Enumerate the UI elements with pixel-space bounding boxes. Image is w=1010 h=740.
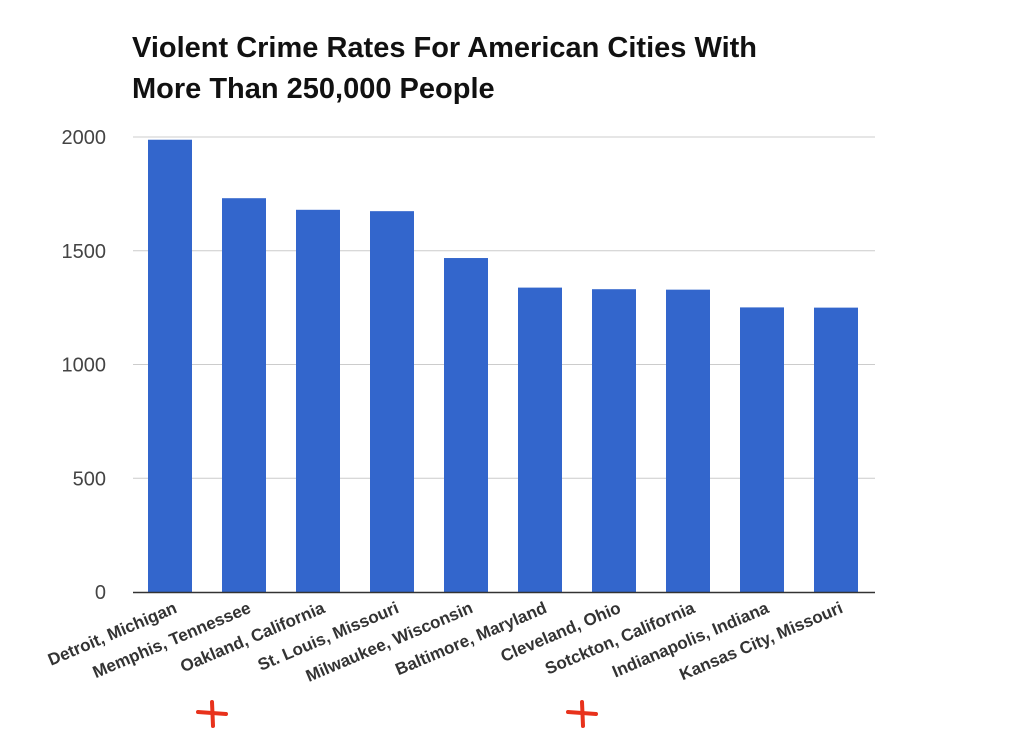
red-cross-marker bbox=[196, 700, 228, 728]
bar bbox=[740, 307, 784, 592]
y-tick-label: 2000 bbox=[62, 127, 107, 149]
y-axis-ticks: 0 500 1000 1500 2000 bbox=[62, 127, 107, 604]
chart-title: Violent Crime Rates For American Cities … bbox=[132, 28, 892, 110]
chart-title-line-1: Violent Crime Rates For American Cities … bbox=[132, 32, 758, 64]
bar bbox=[444, 258, 488, 592]
y-tick-label: 1500 bbox=[62, 241, 107, 263]
bars bbox=[148, 139, 858, 593]
bar bbox=[592, 289, 636, 592]
y-tick-label: 500 bbox=[73, 468, 106, 490]
y-tick-label: 1000 bbox=[62, 355, 107, 377]
bar bbox=[222, 198, 266, 592]
y-tick-label: 0 bbox=[95, 582, 106, 604]
red-cross-marker bbox=[566, 700, 598, 728]
bar bbox=[148, 139, 192, 593]
bar bbox=[814, 307, 858, 592]
bar bbox=[296, 209, 340, 593]
chart-title-line-2: More Than 250,000 People bbox=[132, 73, 495, 105]
bar bbox=[666, 289, 710, 592]
annotation-markers bbox=[196, 700, 598, 728]
bar bbox=[370, 211, 414, 593]
bar bbox=[518, 287, 562, 592]
